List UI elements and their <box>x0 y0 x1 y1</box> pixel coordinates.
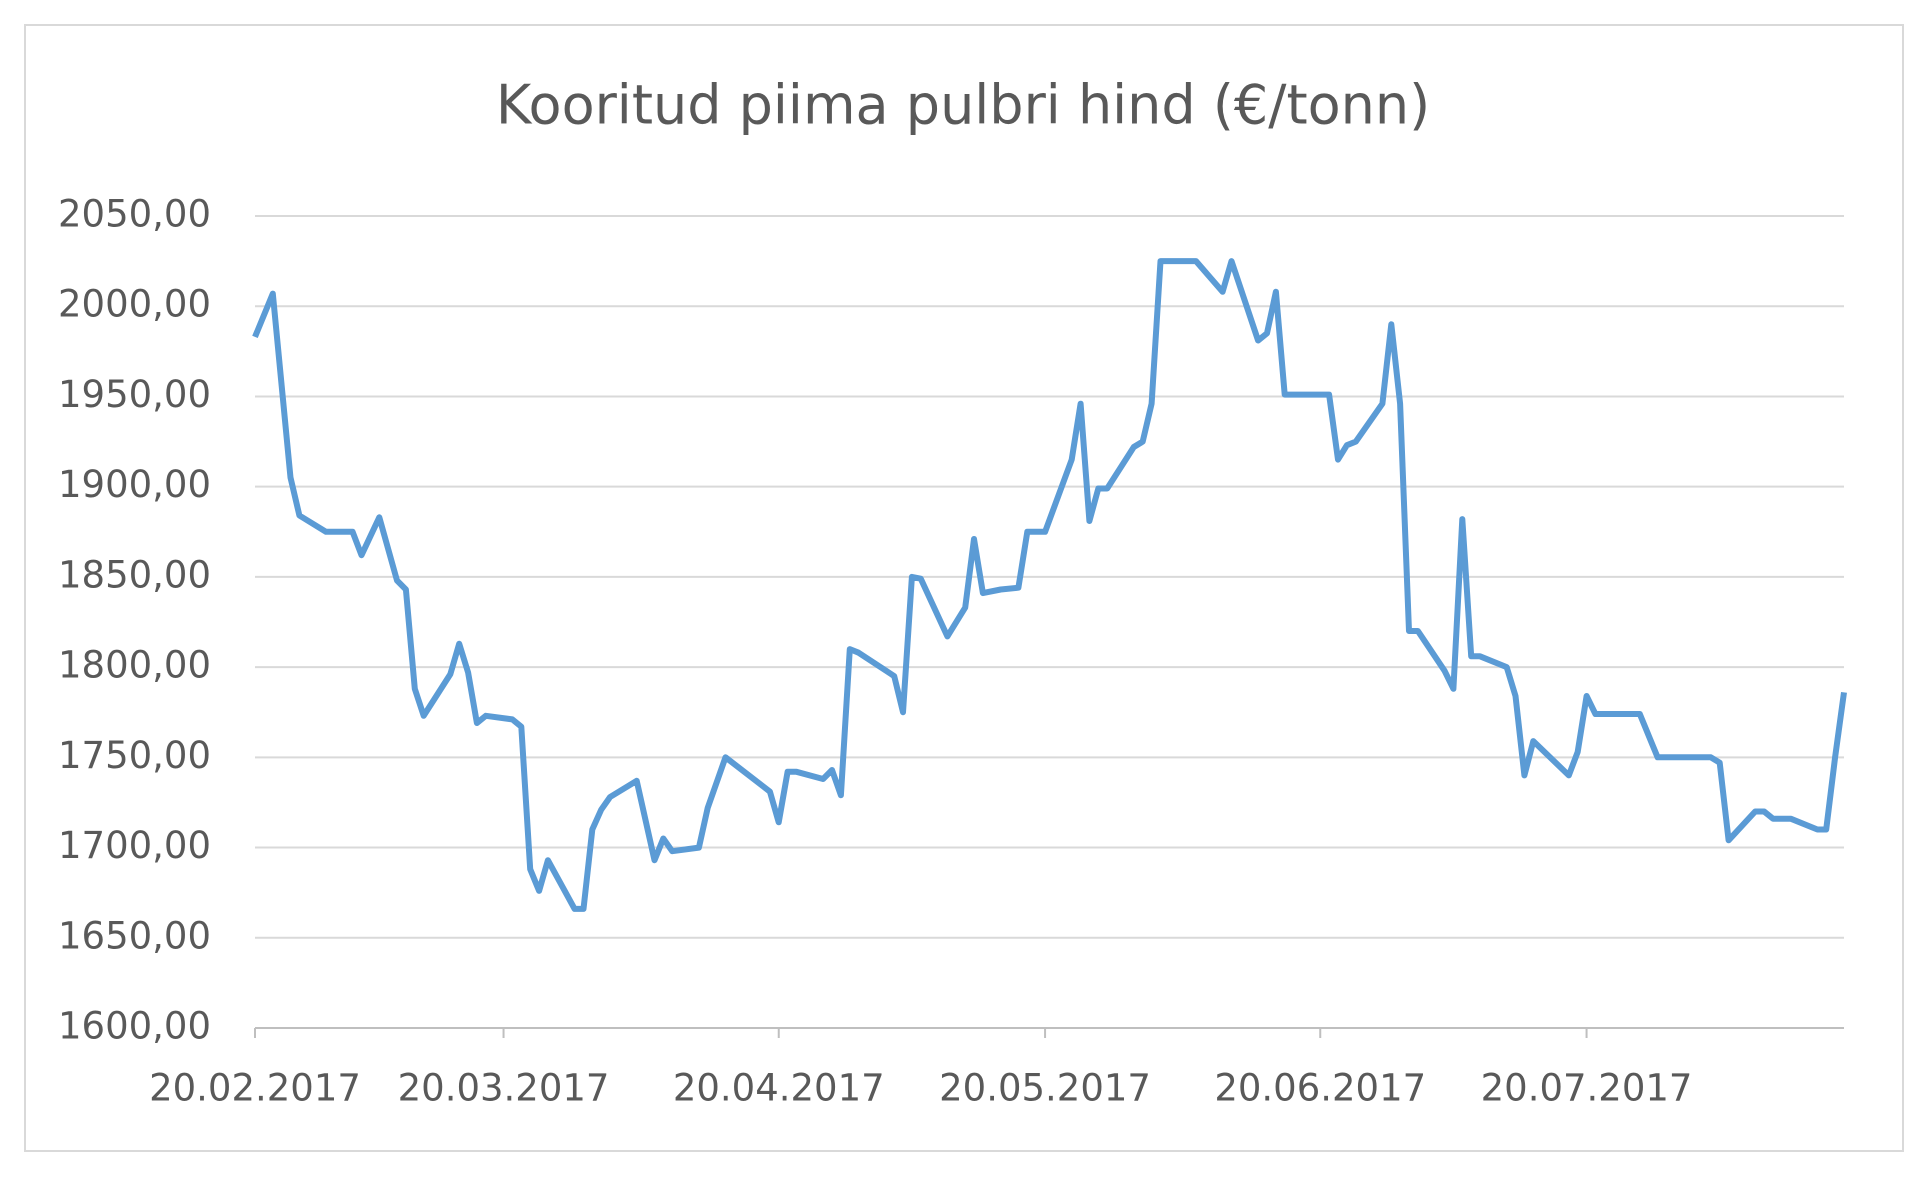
data-line <box>252 258 1847 912</box>
chart-border <box>24 24 1904 1152</box>
y-tick-label: 1650,00 <box>58 914 211 957</box>
y-tick-label: 1700,00 <box>58 824 211 867</box>
x-tick-label: 20.05.2017 <box>939 1067 1151 1110</box>
y-tick-label: 1900,00 <box>58 463 211 506</box>
y-tick-label: 1800,00 <box>58 644 211 687</box>
x-tick-label: 20.06.2017 <box>1214 1067 1426 1110</box>
y-tick-label: 2000,00 <box>58 283 211 326</box>
y-tick-label: 1600,00 <box>58 1005 211 1048</box>
x-tick-label: 20.04.2017 <box>673 1067 885 1110</box>
x-tick-label: 20.02.2017 <box>149 1067 361 1110</box>
y-tick-label: 1950,00 <box>58 373 211 416</box>
x-tick-label: 20.03.2017 <box>398 1067 610 1110</box>
chart-title: Kooritud piima pulbri hind (€/tonn) <box>496 74 1430 137</box>
y-tick-label: 1850,00 <box>58 553 211 596</box>
x-tick-label: 20.07.2017 <box>1481 1067 1693 1110</box>
y-tick-label: 1750,00 <box>58 734 211 777</box>
y-tick-label: 2050,00 <box>58 193 211 236</box>
